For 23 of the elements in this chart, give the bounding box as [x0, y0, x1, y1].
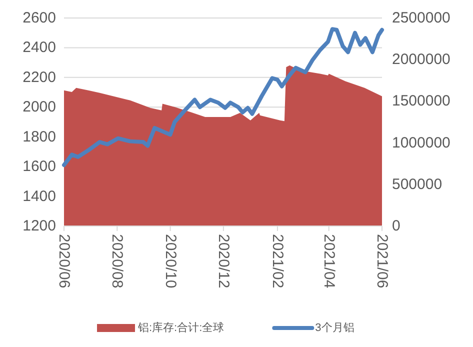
x-tick-label: 2021/02	[268, 234, 286, 288]
x-tick-label: 2020/08	[108, 234, 126, 288]
y-tick-label: 1400	[22, 188, 56, 205]
y-tick-label: 1800	[22, 128, 56, 146]
y-tick-label: 2200	[22, 68, 56, 86]
x-tick-label: 2021/04	[320, 234, 338, 288]
y-tick-label: 1200	[22, 218, 56, 234]
y-tick-label: 2000	[22, 98, 56, 116]
y2-tick-label: 500000	[392, 176, 442, 193]
y2-tick-label: 1500000	[392, 92, 450, 110]
y2-tick-label: 2000000	[392, 51, 450, 68]
y-tick-label: 2600	[22, 10, 56, 26]
y2-tick-label: 2500000	[392, 10, 450, 26]
x-tick-label: 2020/12	[214, 234, 232, 288]
y2-tick-label: 0	[392, 218, 400, 234]
y-tick-label: 1600	[22, 158, 56, 176]
y2-tick-label: 1000000	[392, 134, 450, 152]
x-tick-label: 2020/10	[162, 234, 179, 288]
legend-label: 铝:库存:合计:全球	[137, 321, 224, 334]
x-tick-label: 2021/06	[374, 234, 390, 288]
y-tick-label: 2400	[22, 39, 56, 56]
x-tick-label: 2020/06	[56, 234, 72, 288]
legend-label: 3个月铝	[315, 322, 354, 334]
